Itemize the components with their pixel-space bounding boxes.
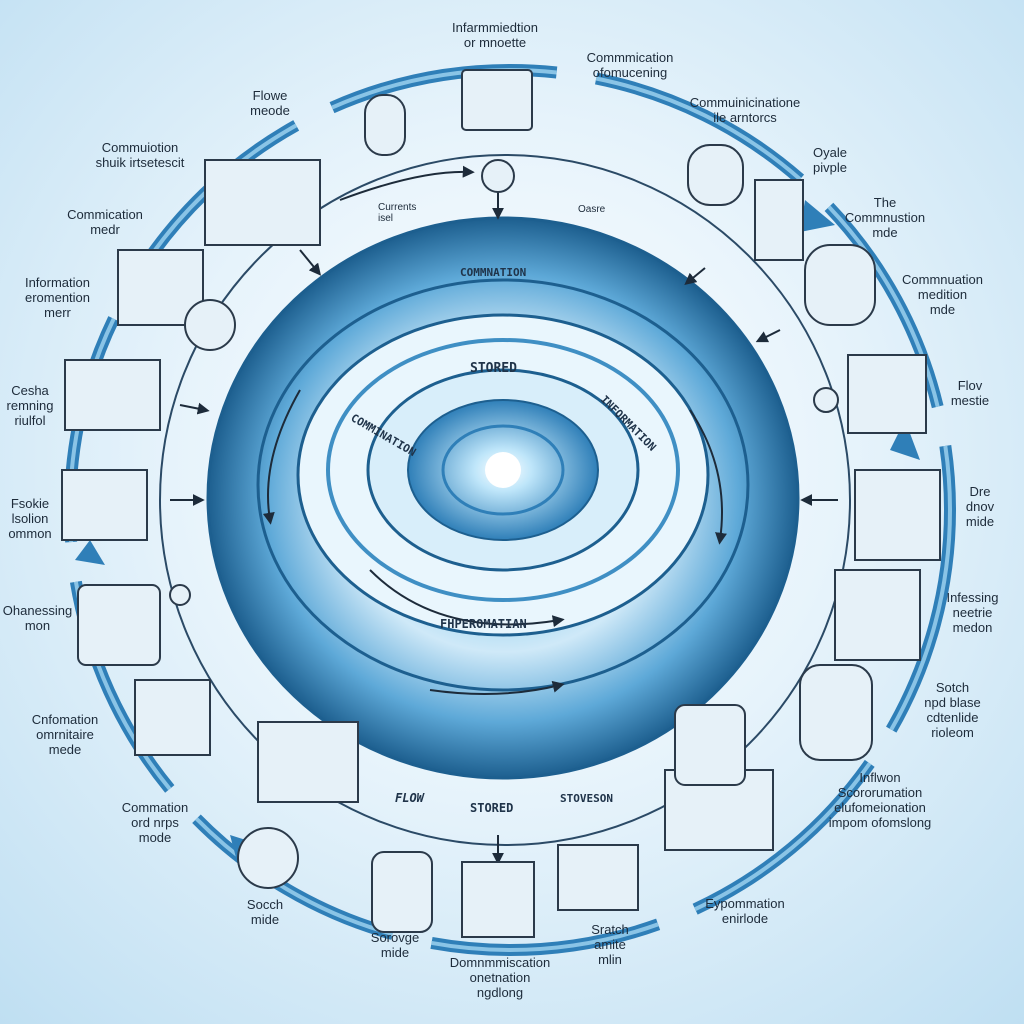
component-right-4 — [847, 354, 927, 434]
node-label-right-5: Dre dnov mide — [965, 484, 995, 529]
node-label-right-4: Flov mestie — [950, 378, 990, 408]
middle-thin-ring — [159, 154, 851, 846]
component-right-1 — [687, 144, 744, 206]
component-top-left-box — [204, 159, 321, 246]
node-label-bottom-center-left: Sorovge mide — [370, 930, 420, 960]
node-label-right-2: The Commnustion mde — [844, 195, 926, 240]
component-left-3 — [77, 584, 161, 666]
node-label-right-1: Oyale pivple — [813, 145, 847, 175]
node-label-left-3: Ohanessing mon — [2, 603, 73, 633]
inner-arrow-right — [689, 409, 727, 545]
component-right-2 — [754, 179, 804, 261]
component-bottom-center-left — [371, 851, 433, 933]
inner-arrow-bottom — [369, 569, 565, 628]
node-label-bottom-right: Eypommation enirlode — [705, 896, 785, 926]
node-label-left-7: Commication medr — [67, 207, 143, 237]
cycle-arrow-2 — [75, 540, 105, 565]
component-top-left-cylinder — [364, 94, 406, 156]
component-left-4 — [61, 469, 148, 541]
node-label-left-1: Commation ord nrps mode — [121, 800, 189, 845]
node-label-left-4: Fsokie lsolion ommon — [8, 496, 52, 541]
connector-arrows — [170, 188, 838, 865]
node-label-left-8: Commuiotion shuik irtsetescit — [95, 140, 185, 170]
inner-small-left: Currents isel — [378, 202, 416, 224]
disc-ring-3 — [326, 338, 680, 602]
components — [61, 69, 941, 938]
node-label-right-3: Commnuation medition mde — [902, 272, 983, 317]
node-label-left-2: Cnfomation omrnitaire mede — [31, 712, 99, 757]
component-right-6 — [834, 569, 921, 661]
node-label-right-8: Inflwon Scororumation elufomeionation im… — [828, 770, 932, 830]
component-bottom-center — [461, 861, 535, 938]
inner-small-right: Oasre — [578, 204, 606, 215]
node-label-bottom-center-right: Sratch amite mlin — [591, 922, 629, 967]
bottom-label-storeson: STOVESON — [560, 792, 613, 805]
component-gear-left — [184, 299, 236, 351]
bottom-label-flow: FLOW — [395, 791, 426, 805]
core-ring — [441, 424, 565, 516]
component-node-top — [481, 159, 515, 193]
component-top — [461, 69, 533, 131]
node-label-right-6: Infessing neetrie medon — [946, 590, 999, 635]
component-node-right — [813, 387, 839, 413]
node-label-top-left: Flowe meode — [250, 88, 290, 118]
disc-ring-1 — [256, 278, 750, 692]
cycle-arrow-1 — [890, 420, 920, 460]
component-right-3 — [804, 244, 876, 326]
cycle-arrow-4 — [800, 200, 835, 232]
ring-label-top: COMMNATION — [460, 266, 526, 279]
component-right-5 — [854, 469, 941, 561]
component-left-2 — [134, 679, 211, 756]
core-glow — [485, 452, 521, 488]
node-label-bottom-center: Domnmmiscation onetnation ngdlong — [449, 955, 551, 1000]
inner-arrow-left — [262, 389, 301, 525]
node-label-top-right-1: Commmication ofomucening — [586, 50, 674, 80]
component-right-7 — [799, 664, 873, 761]
bottom-label-stored: STORED — [470, 801, 513, 815]
ring-label-stored: STORED — [470, 361, 517, 376]
node-label-left-6: Information eromention merr — [24, 275, 91, 320]
outer-arrow-bottom — [429, 680, 565, 695]
node-label-top-right-2: Commuinicinatione ile arntorcs — [689, 95, 801, 125]
component-left-1 — [257, 721, 359, 803]
outer-arrow-top — [339, 165, 475, 201]
component-bottom-center-right — [557, 844, 639, 911]
component-node-left — [169, 584, 191, 606]
node-label-top: Infarmmiedtion or mnoette — [452, 20, 538, 50]
component-right-8-stack — [674, 704, 746, 786]
ring-label-bottom: FHPEROMATIAN — [440, 617, 527, 631]
node-label-right-7: Sotch npd blase cdtenlide rioleom — [924, 680, 981, 740]
component-bottom-left-disc — [237, 827, 299, 889]
component-left-5 — [64, 359, 161, 431]
node-label-bottom-left: Socch mide — [246, 897, 284, 927]
node-label-left-5: Cesha remning riulfol — [6, 383, 54, 428]
